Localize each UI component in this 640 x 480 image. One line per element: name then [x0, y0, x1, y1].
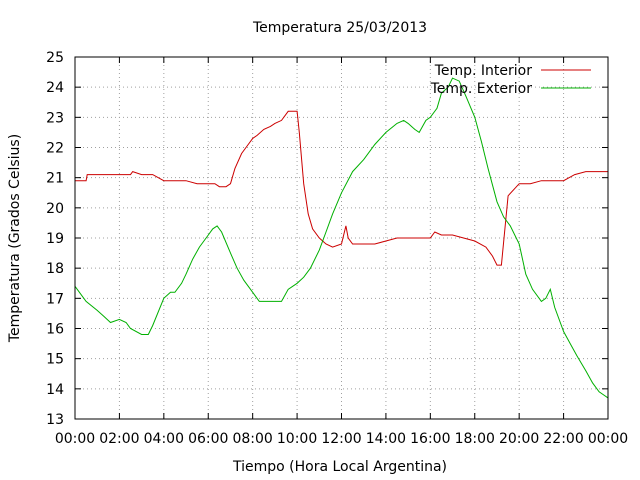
x-tick-label: 04:00 [144, 431, 184, 447]
legend-label: Temp. Interior [434, 63, 533, 79]
x-tick-label: 06:00 [188, 431, 228, 447]
y-tick-label: 16 [46, 322, 64, 338]
x-tick-label: 08:00 [232, 431, 272, 447]
y-tick-label: 24 [46, 80, 64, 96]
x-tick-label: 14:00 [366, 431, 406, 447]
y-tick-label: 15 [46, 352, 64, 368]
legend: Temp. Interior Temp. Exterior [430, 63, 591, 97]
x-tick-label: 02:00 [99, 431, 139, 447]
y-tick-label: 23 [46, 110, 64, 126]
x-tick-label: 00:00 [588, 431, 628, 447]
y-tick-label: 18 [46, 261, 64, 277]
series-line-interior [75, 110, 608, 266]
x-ticks: 00:00 02:00 04:00 06:00 08:00 10:00 12:00 14:00… [55, 57, 628, 447]
x-tick-label: 20:00 [499, 431, 539, 447]
x-tick-label: 18:00 [455, 431, 495, 447]
grid [75, 57, 608, 419]
y-axis-label: Temperatura (Grados Celsius) [7, 134, 23, 343]
y-tick-label: 21 [46, 171, 64, 187]
chart-title: Temperatura 25/03/2013 [252, 20, 427, 36]
y-tick-label: 20 [46, 201, 64, 217]
y-tick-label: 13 [46, 412, 64, 428]
y-tick-label: 22 [46, 141, 64, 157]
x-tick-label: 10:00 [277, 431, 317, 447]
x-tick-label: 12:00 [321, 431, 361, 447]
y-tick-label: 17 [46, 291, 64, 307]
y-tick-label: 14 [46, 382, 64, 398]
y-tick-label: 25 [46, 50, 64, 66]
series-line-exterior [74, 77, 609, 399]
legend-label: Temp. Exterior [430, 81, 533, 97]
x-tick-label: 00:00 [55, 431, 95, 447]
x-tick-label: 16:00 [410, 431, 450, 447]
y-tick-label: 19 [46, 231, 64, 247]
y-ticks: 13 14 15 16 17 18 19 20 21 22 23 24 25 [46, 50, 608, 428]
x-axis-label: Tiempo (Hora Local Argentina) [232, 459, 447, 475]
x-tick-label: 22:00 [543, 431, 583, 447]
series-lines [74, 77, 609, 399]
